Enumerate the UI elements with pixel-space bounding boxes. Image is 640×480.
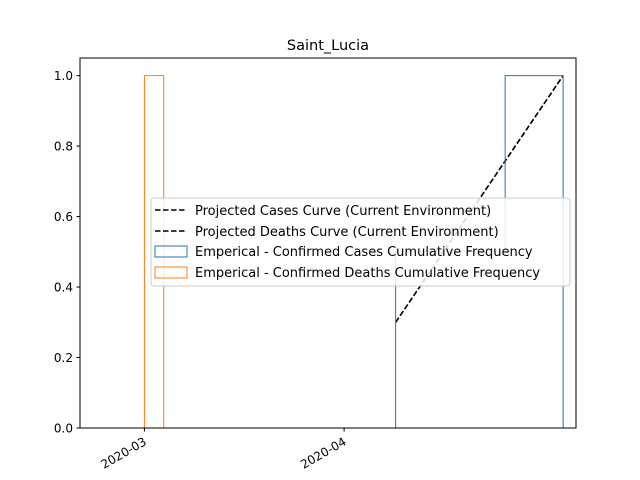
- y-tick-label: 0.6: [54, 210, 73, 224]
- legend-entry: Emperical - Confirmed Deaths Cumulative …: [154, 266, 540, 281]
- legend-box: [150, 197, 571, 287]
- y-tick-label: 0.0: [54, 422, 73, 436]
- chart-title: Saint_Lucia: [287, 38, 369, 54]
- y-tick-label: 0.8: [54, 140, 73, 154]
- legend-label: Projected Deaths Curve (Current Environm…: [195, 225, 499, 240]
- legend-entry: Emperical - Confirmed Cases Cumulative F…: [154, 245, 533, 260]
- plot-frame: [79, 57, 577, 429]
- legend-label: Projected Cases Curve (Current Environme…: [195, 204, 491, 219]
- y-tick-label: 0.4: [54, 281, 73, 295]
- legend-entry: Projected Cases Curve (Current Environme…: [155, 204, 491, 219]
- y-tick-label: 1.0: [54, 69, 73, 83]
- legend: Projected Cases Curve (Current Environme…: [150, 197, 571, 287]
- legend-label: Emperical - Confirmed Deaths Cumulative …: [195, 266, 540, 281]
- legend-entry: Projected Deaths Curve (Current Environm…: [155, 225, 499, 240]
- legend-label: Emperical - Confirmed Cases Cumulative F…: [195, 245, 533, 260]
- legend-box-swatch: [154, 245, 188, 258]
- y-axis: 0.0 0.2 0.4 0.6 0.8 1.0: [54, 69, 80, 436]
- y-tick-label: 0.2: [54, 351, 73, 365]
- legend-box-swatch: [154, 266, 188, 279]
